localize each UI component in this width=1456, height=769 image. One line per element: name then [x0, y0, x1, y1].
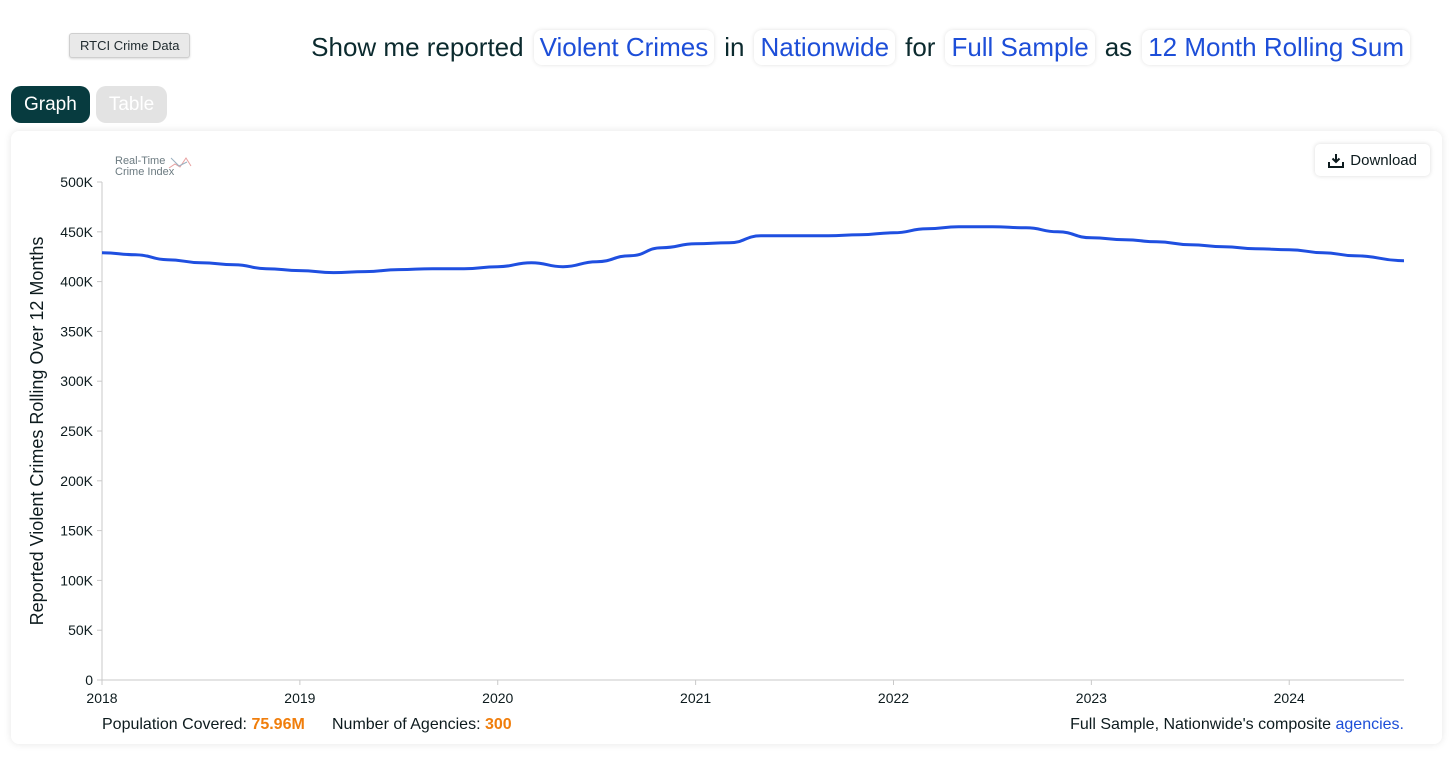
tab-graph[interactable]: Graph [11, 86, 90, 123]
query-for-word: for [905, 32, 936, 62]
download-label: Download [1350, 151, 1417, 169]
x-tick-label: 2021 [680, 690, 711, 706]
x-tick-label: 2023 [1076, 690, 1107, 706]
x-tick-label: 2020 [482, 690, 513, 706]
y-tick-label: 500K [60, 174, 93, 190]
population-label: Population Covered: [102, 716, 247, 733]
population-value: 75.96M [251, 716, 305, 733]
y-tick-label: 100K [60, 572, 93, 588]
line-chart: 0 50K 100K 150K 200K 250K 300K 350K 400K 450K 500K… [27, 174, 1405, 706]
query-in-word: in [724, 32, 745, 62]
measure-select[interactable]: 12 Month Rolling Sum [1142, 30, 1410, 65]
tab-table[interactable]: Table [95, 86, 168, 123]
y-tick-label: 250K [60, 423, 93, 439]
chart-card: Real-Time Crime Index Download 0 50K 100K 1… [11, 131, 1442, 744]
y-tick-label: 450K [60, 224, 93, 240]
x-tick-label: 2018 [86, 690, 117, 706]
population-covered: Population Covered: 75.96M [102, 716, 305, 734]
logo-line-2: Crime Index [115, 166, 175, 178]
sample-select[interactable]: Full Sample [945, 30, 1095, 65]
query-prefix: Show me reported [311, 32, 524, 62]
location-select[interactable]: Nationwide [754, 30, 896, 65]
query-sentence: Show me reported Violent Crimes in Natio… [301, 30, 1410, 65]
y-tick-label: 400K [60, 274, 93, 290]
agencies-value: 300 [484, 716, 512, 733]
x-tick-label: 2024 [1274, 690, 1305, 706]
download-button[interactable]: Download [1315, 144, 1430, 176]
crime-type-select[interactable]: Violent Crimes [533, 30, 715, 65]
agencies-label: Number of Agencies: [332, 716, 481, 733]
rtci-logo: Real-Time Crime Index [115, 155, 192, 178]
agencies-link[interactable]: agencies. [1335, 716, 1405, 733]
composite-text: Full Sample, Nationwide's composite [1070, 716, 1332, 733]
y-tick-label: 300K [60, 373, 93, 389]
x-tick-label: 2019 [284, 690, 315, 706]
series-line [101, 225, 1405, 275]
composite-note: Full Sample, Nationwide's composite agen… [1070, 716, 1404, 734]
app-label: RTCI Crime Data [69, 33, 191, 58]
logo-line-1: Real-Time [115, 155, 166, 167]
y-tick-label: 0 [85, 672, 93, 688]
y-axis-title: Reported Violent Crimes Rolling Over 12 … [27, 237, 47, 626]
agencies-count: Number of Agencies: 300 [332, 716, 512, 734]
logo-mark-icon [168, 157, 192, 169]
y-tick-label: 150K [60, 523, 93, 539]
x-tick-label: 2022 [878, 690, 909, 706]
y-tick-label: 200K [60, 473, 93, 489]
y-tick-label: 350K [60, 323, 93, 339]
y-tick-label: 50K [68, 622, 94, 638]
download-icon [1328, 153, 1345, 168]
query-as-word: as [1104, 32, 1133, 62]
view-tabs: Graph Table [11, 86, 168, 123]
